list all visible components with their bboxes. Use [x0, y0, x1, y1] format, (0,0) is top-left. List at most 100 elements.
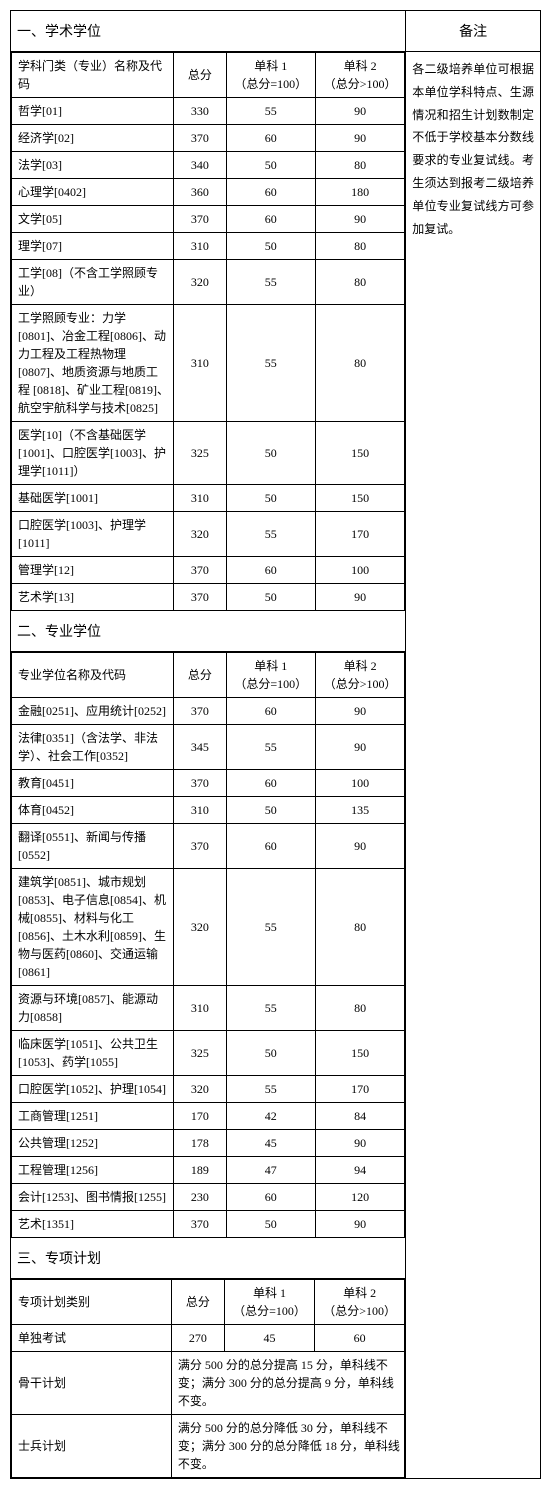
- cell-s1: 55: [226, 260, 315, 305]
- cell-total: 310: [174, 233, 227, 260]
- cell-total: 370: [174, 125, 227, 152]
- cell-s2: 135: [315, 797, 404, 824]
- table-row: 管理学[12]37060100: [12, 557, 405, 584]
- cell-name: 理学[07]: [12, 233, 174, 260]
- page-root: 一、学术学位 学科门类（专业）名称及代码 总分 单科 1（总分=100） 单科 …: [10, 10, 541, 1479]
- cell-s2: 80: [315, 152, 404, 179]
- cell-s1: 50: [226, 152, 315, 179]
- table-header-row: 专业学位名称及代码 总分 单科 1（总分=100） 单科 2（总分>100）: [12, 653, 405, 698]
- header-total: 总分: [174, 53, 227, 98]
- cell-total: 320: [174, 512, 227, 557]
- cell-name: 法学[03]: [12, 152, 174, 179]
- cell-note: 满分 500 分的总分降低 30 分，单科线不变；满分 300 分的总分降低 1…: [171, 1415, 404, 1478]
- cell-s1: 50: [226, 797, 315, 824]
- cell-total: 370: [174, 698, 227, 725]
- section3-title: 三、专项计划: [11, 1238, 405, 1279]
- cell-s2: 90: [315, 824, 404, 869]
- cell-s1: 60: [226, 206, 315, 233]
- cell-total: 320: [174, 260, 227, 305]
- cell-s1: 45: [224, 1325, 314, 1352]
- cell-total: 345: [174, 725, 227, 770]
- header-total: 总分: [174, 653, 227, 698]
- cell-total: 370: [174, 824, 227, 869]
- header-total: 总分: [171, 1280, 224, 1325]
- cell-s1: 60: [226, 557, 315, 584]
- cell-s2: 180: [315, 179, 404, 206]
- table-row: 医学[10]（不含基础医学[1001]、口腔医学[1003]、护理学[1011]…: [12, 422, 405, 485]
- cell-s2: 80: [315, 233, 404, 260]
- cell-s2: 120: [315, 1184, 404, 1211]
- table-row: 艺术[1351]3705090: [12, 1211, 405, 1238]
- table-row: 口腔医学[1052]、护理[1054]32055170: [12, 1076, 405, 1103]
- cell-s1: 50: [226, 584, 315, 611]
- cell-s2: 150: [315, 422, 404, 485]
- table-row: 口腔医学[1003]、护理学[1011]32055170: [12, 512, 405, 557]
- cell-name: 建筑学[0851]、城市规划[0853]、电子信息[0854]、机械[0855]…: [12, 869, 174, 986]
- cell-total: 370: [174, 584, 227, 611]
- cell-s2: 90: [315, 1130, 404, 1157]
- cell-s2: 80: [315, 869, 404, 986]
- cell-name: 体育[0452]: [12, 797, 174, 824]
- cell-s2: 90: [315, 584, 404, 611]
- header-s1: 单科 1（总分=100）: [226, 653, 315, 698]
- cell-s1: 55: [226, 512, 315, 557]
- table-professional: 专业学位名称及代码 总分 单科 1（总分=100） 单科 2（总分>100） 金…: [11, 652, 405, 1238]
- table-row: 工商管理[1251]1704284: [12, 1103, 405, 1130]
- cell-s1: 55: [226, 305, 315, 422]
- cell-s2: 100: [315, 770, 404, 797]
- cell-total: 370: [174, 770, 227, 797]
- cell-s1: 55: [226, 1076, 315, 1103]
- cell-s1: 55: [226, 725, 315, 770]
- cell-total: 370: [174, 557, 227, 584]
- section1-title: 一、学术学位: [11, 11, 405, 52]
- table-header-row: 专项计划类别 总分 单科 1（总分=100） 单科 2（总分>100）: [12, 1280, 405, 1325]
- cell-total: 330: [174, 98, 227, 125]
- cell-name: 工学照顾专业：力学[0801]、冶金工程[0806]、动力工程及工程热物理[08…: [12, 305, 174, 422]
- table-row: 法律[0351]（含法学、非法学）、社会工作[0352]3455590: [12, 725, 405, 770]
- cell-s2: 84: [315, 1103, 404, 1130]
- cell-name: 口腔医学[1052]、护理[1054]: [12, 1076, 174, 1103]
- table-row: 艺术学[13]3705090: [12, 584, 405, 611]
- cell-name: 艺术学[13]: [12, 584, 174, 611]
- header-s2: 单科 2（总分>100）: [315, 653, 404, 698]
- cell-name: 翻译[0551]、新闻与传播[0552]: [12, 824, 174, 869]
- cell-s1: 60: [226, 770, 315, 797]
- cell-name: 工商管理[1251]: [12, 1103, 174, 1130]
- table-row: 建筑学[0851]、城市规划[0853]、电子信息[0854]、机械[0855]…: [12, 869, 405, 986]
- cell-s2: 60: [315, 1325, 405, 1352]
- cell-total: 320: [174, 1076, 227, 1103]
- header-name: 学科门类（专业）名称及代码: [12, 53, 174, 98]
- cell-name: 会计[1253]、图书情报[1255]: [12, 1184, 174, 1211]
- header-s1: 单科 1（总分=100）: [224, 1280, 314, 1325]
- cell-s1: 45: [226, 1130, 315, 1157]
- cell-s2: 80: [315, 305, 404, 422]
- cell-name: 基础医学[1001]: [12, 485, 174, 512]
- cell-s1: 60: [226, 824, 315, 869]
- cell-name: 骨干计划: [12, 1352, 172, 1415]
- table-row: 临床医学[1051]、公共卫生[1053]、药学[1055]32550150: [12, 1031, 405, 1076]
- cell-s1: 60: [226, 698, 315, 725]
- cell-name: 单独考试: [12, 1325, 172, 1352]
- cell-s2: 90: [315, 725, 404, 770]
- header-s2: 单科 2（总分>100）: [315, 53, 404, 98]
- cell-s2: 100: [315, 557, 404, 584]
- cell-name: 法律[0351]（含法学、非法学）、社会工作[0352]: [12, 725, 174, 770]
- cell-name: 金融[0251]、应用统计[0252]: [12, 698, 174, 725]
- table-row: 会计[1253]、图书情报[1255]23060120: [12, 1184, 405, 1211]
- cell-name: 哲学[01]: [12, 98, 174, 125]
- cell-note: 满分 500 分的总分提高 15 分，单科线不变；满分 300 分的总分提高 9…: [171, 1352, 404, 1415]
- cell-total: 320: [174, 869, 227, 986]
- cell-s2: 94: [315, 1157, 404, 1184]
- left-column: 一、学术学位 学科门类（专业）名称及代码 总分 单科 1（总分=100） 单科 …: [11, 11, 406, 1478]
- table-row: 工学[08]（不含工学照顾专业）3205580: [12, 260, 405, 305]
- cell-total: 370: [174, 1211, 227, 1238]
- cell-name: 工程管理[1256]: [12, 1157, 174, 1184]
- cell-s2: 90: [315, 698, 404, 725]
- table-row: 经济学[02]3706090: [12, 125, 405, 152]
- cell-s2: 150: [315, 485, 404, 512]
- cell-s2: 150: [315, 1031, 404, 1076]
- cell-total: 189: [174, 1157, 227, 1184]
- cell-total: 170: [174, 1103, 227, 1130]
- cell-s1: 50: [226, 1031, 315, 1076]
- cell-name: 口腔医学[1003]、护理学[1011]: [12, 512, 174, 557]
